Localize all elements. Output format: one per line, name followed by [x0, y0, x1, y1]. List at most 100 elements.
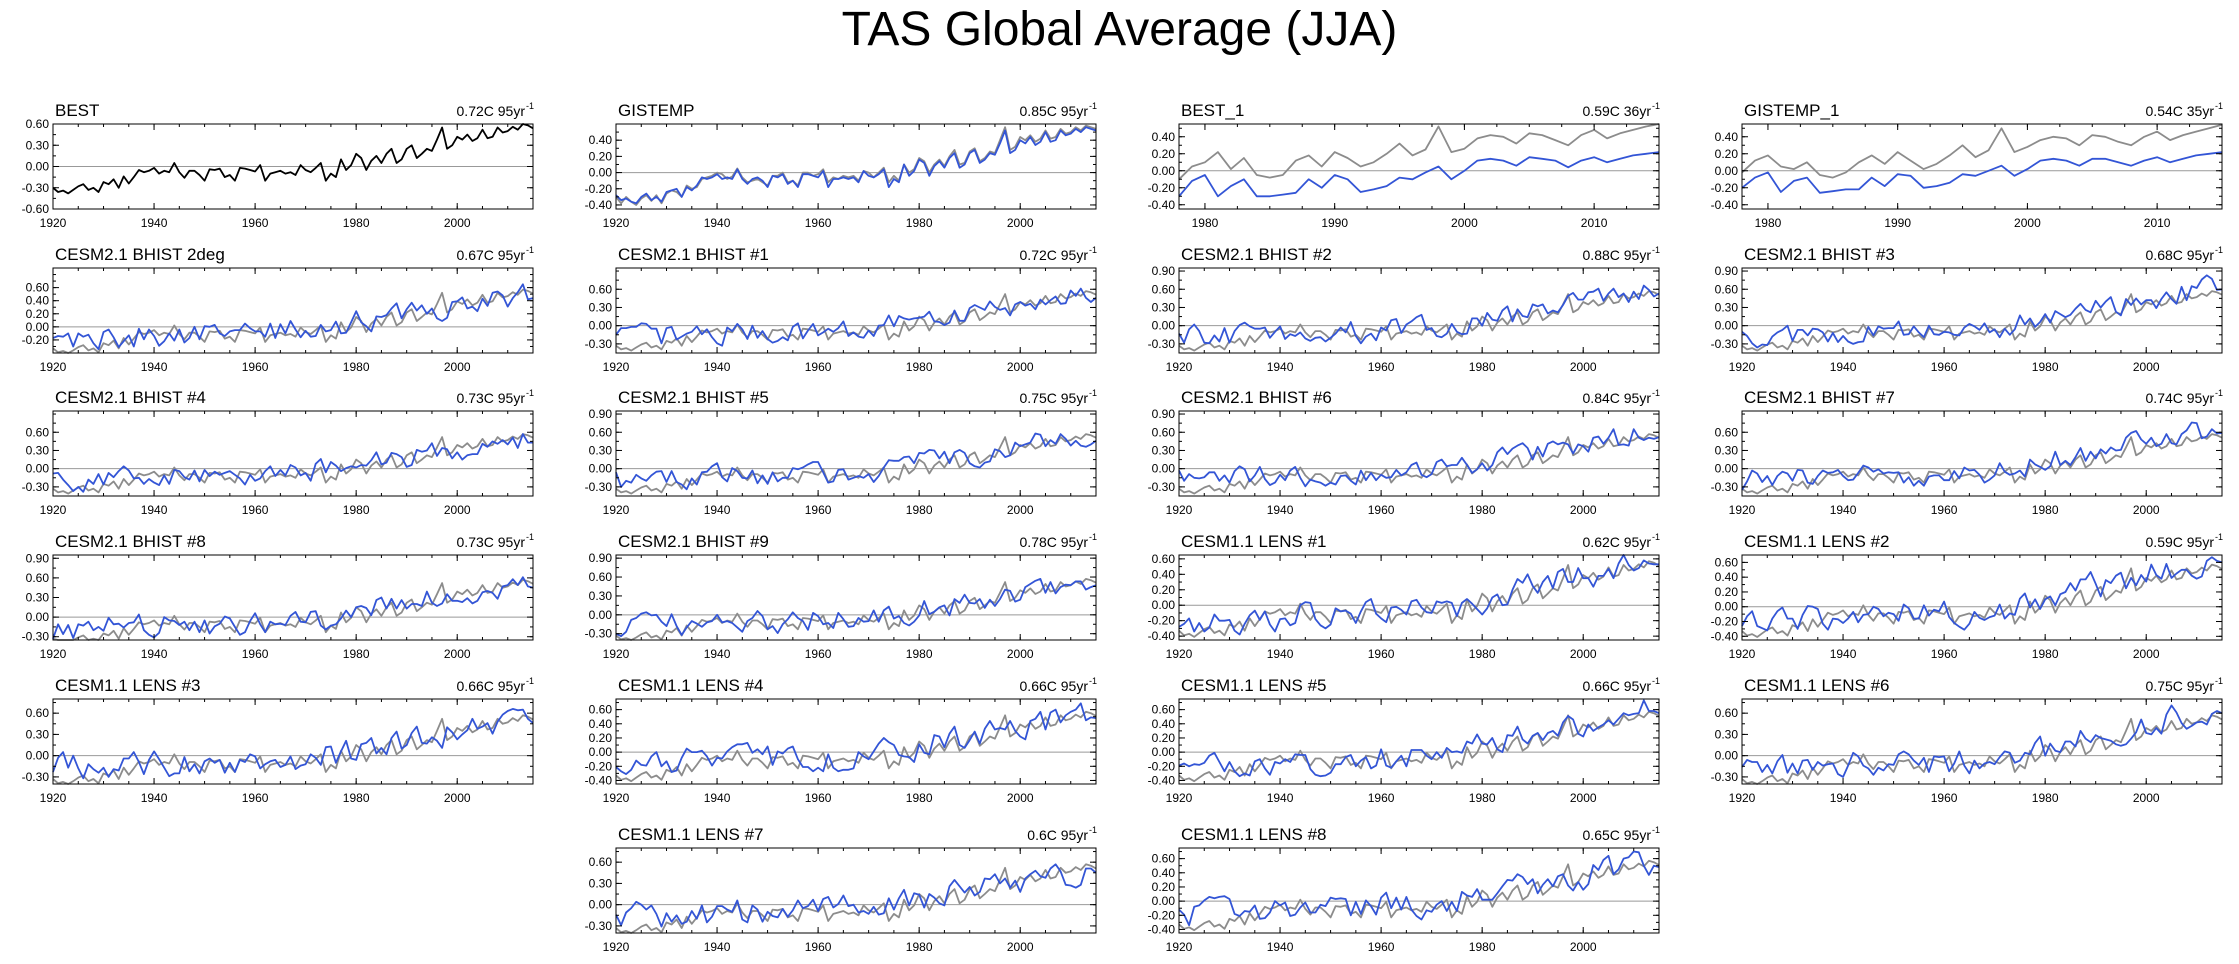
x-tick-label: 1980 [1469, 791, 1496, 805]
x-tick-label: 1920 [1729, 791, 1756, 805]
y-tick-label: 0.60 [26, 706, 50, 720]
x-tick-label: 1960 [1368, 791, 1395, 805]
x-tick-label: 1980 [343, 647, 370, 661]
series-line-0 [1741, 563, 2223, 638]
panel-2: BEST_1 0.59C 36yr -1 -0.40 -0.20 0.00 0.20 0.40… [1148, 101, 1660, 230]
plot-frame [1741, 698, 2223, 785]
x-tick-label: 1940 [1267, 940, 1294, 954]
x-tick-label: 1940 [704, 940, 731, 954]
plot-frame [615, 554, 1097, 641]
x-tick-label: 1980 [906, 360, 933, 374]
x-tick-label: 1940 [704, 503, 731, 517]
panel-21: CESM1.1 LENS #8 0.65C 95yr -1 -0.40-0.200.0… [1148, 825, 1660, 954]
y-tick-label: -0.40 [1148, 773, 1176, 787]
series-line-0 [52, 578, 534, 641]
x-tick-label: 1940 [141, 360, 168, 374]
y-tick-label: -0.20 [585, 759, 613, 773]
y-tick-label: 0.30 [1715, 443, 1739, 457]
y-tick-label: 0.00 [1152, 462, 1176, 476]
x-tick-label: 1920 [40, 647, 67, 661]
y-tick-label: 0.60 [589, 425, 613, 439]
x-tick-label: 1960 [1931, 503, 1958, 517]
panel-title: CESM2.1 BHIST #5 [618, 388, 769, 407]
x-tick-label: 1920 [603, 940, 630, 954]
series-line-0 [1178, 290, 1660, 352]
x-tick-label: 1940 [1267, 503, 1294, 517]
panel-title: CESM1.1 LENS #8 [1181, 825, 1327, 844]
y-tick-label: 0.60 [589, 855, 613, 869]
series-line-1 [52, 576, 534, 640]
plot-frame [1178, 847, 1660, 934]
y-tick-label: 0.00 [589, 166, 613, 180]
panel-title: CESM2.1 BHIST #1 [618, 245, 769, 264]
panel-trend: 0.72C 95yr [457, 103, 526, 119]
x-tick-label: 1940 [704, 647, 731, 661]
series-line-0 [615, 710, 1097, 783]
panel-trend: 0.72C 95yr [1020, 247, 1089, 263]
panel-18: CESM1.1 LENS #5 0.66C 95yr -1 -0.40-0.200.0… [1148, 676, 1660, 805]
panel-trend: 0.74C 95yr [2146, 390, 2215, 406]
x-tick-label: 1960 [1931, 360, 1958, 374]
plot-frame [1178, 554, 1660, 641]
x-tick-label: 1940 [141, 791, 168, 805]
y-tick-label: 0.00 [589, 319, 613, 333]
y-tick-label: 0.60 [1152, 552, 1176, 566]
y-tick-label: 0.60 [26, 425, 50, 439]
x-tick-label: 1960 [1368, 360, 1395, 374]
x-tick-label: 1960 [1368, 503, 1395, 517]
series-line-0 [615, 863, 1097, 934]
y-tick-label: 0.00 [1715, 749, 1739, 763]
y-tick-label: 0.30 [26, 443, 50, 457]
x-tick-label: 1940 [141, 216, 168, 230]
x-tick-label: 1980 [2032, 647, 2059, 661]
x-tick-label: 1990 [1884, 216, 1911, 230]
y-tick-label: -0.30 [22, 630, 50, 644]
y-tick-label: -0.30 [585, 919, 613, 933]
x-tick-label: 1920 [603, 647, 630, 661]
x-tick-label: 2000 [444, 503, 471, 517]
y-tick-label: 0.60 [1715, 425, 1739, 439]
plot-frame [615, 410, 1097, 497]
series-line-0 [1741, 123, 2223, 179]
y-tick-label: -0.30 [1711, 770, 1739, 784]
x-tick-label: 1920 [1166, 647, 1193, 661]
x-tick-label: 2000 [2133, 791, 2160, 805]
x-tick-label: 1940 [704, 360, 731, 374]
x-tick-label: 1960 [242, 503, 269, 517]
panel-trend: 0.84C 95yr [1583, 390, 1652, 406]
x-tick-label: 2000 [1570, 647, 1597, 661]
y-tick-label: 0.60 [1152, 852, 1176, 866]
y-tick-label: 0.00 [589, 462, 613, 476]
x-tick-label: 2000 [1570, 940, 1597, 954]
x-tick-label: 1940 [1267, 647, 1294, 661]
panel-17: CESM1.1 LENS #4 0.66C 95yr -1 -0.40-0.200.0… [585, 676, 1097, 805]
x-tick-label: 2000 [1007, 360, 1034, 374]
panel-trend-exponent: -1 [1652, 676, 1660, 686]
x-tick-label: 1980 [1469, 647, 1496, 661]
x-tick-label: 1940 [704, 791, 731, 805]
series-line-1 [615, 702, 1097, 775]
panel-trend: 0.54C 35yr [2146, 103, 2215, 119]
x-tick-label: 1980 [906, 216, 933, 230]
series-line-0 [1741, 714, 2223, 785]
panel-4: CESM2.1 BHIST 2deg 0.67C 95yr -1-0.200.000… [22, 245, 534, 374]
y-tick-label: 0.60 [1715, 555, 1739, 569]
x-tick-label: 1960 [805, 940, 832, 954]
x-tick-label: 1920 [1166, 791, 1193, 805]
y-tick-label: 0.40 [589, 133, 613, 147]
x-tick-label: 2000 [1007, 647, 1034, 661]
x-tick-label: 1960 [242, 647, 269, 661]
series-line-0 [52, 714, 534, 785]
y-tick-label: -0.20 [1148, 759, 1176, 773]
y-tick-label: 0.90 [26, 551, 50, 565]
x-tick-label: 2000 [1451, 216, 1478, 230]
y-tick-label: 0.60 [589, 282, 613, 296]
panel-12: CESM2.1 BHIST #8 0.73C 95yr -1 -0.30 0.00 0.3… [22, 532, 534, 661]
x-tick-label: 1940 [1830, 791, 1857, 805]
series-line-0 [615, 290, 1097, 352]
panel-title: CESM1.1 LENS #5 [1181, 676, 1327, 695]
x-tick-label: 1960 [1931, 647, 1958, 661]
y-tick-label: 0.60 [1152, 425, 1176, 439]
y-tick-label: 0.40 [1152, 567, 1176, 581]
x-tick-label: 1920 [1166, 360, 1193, 374]
